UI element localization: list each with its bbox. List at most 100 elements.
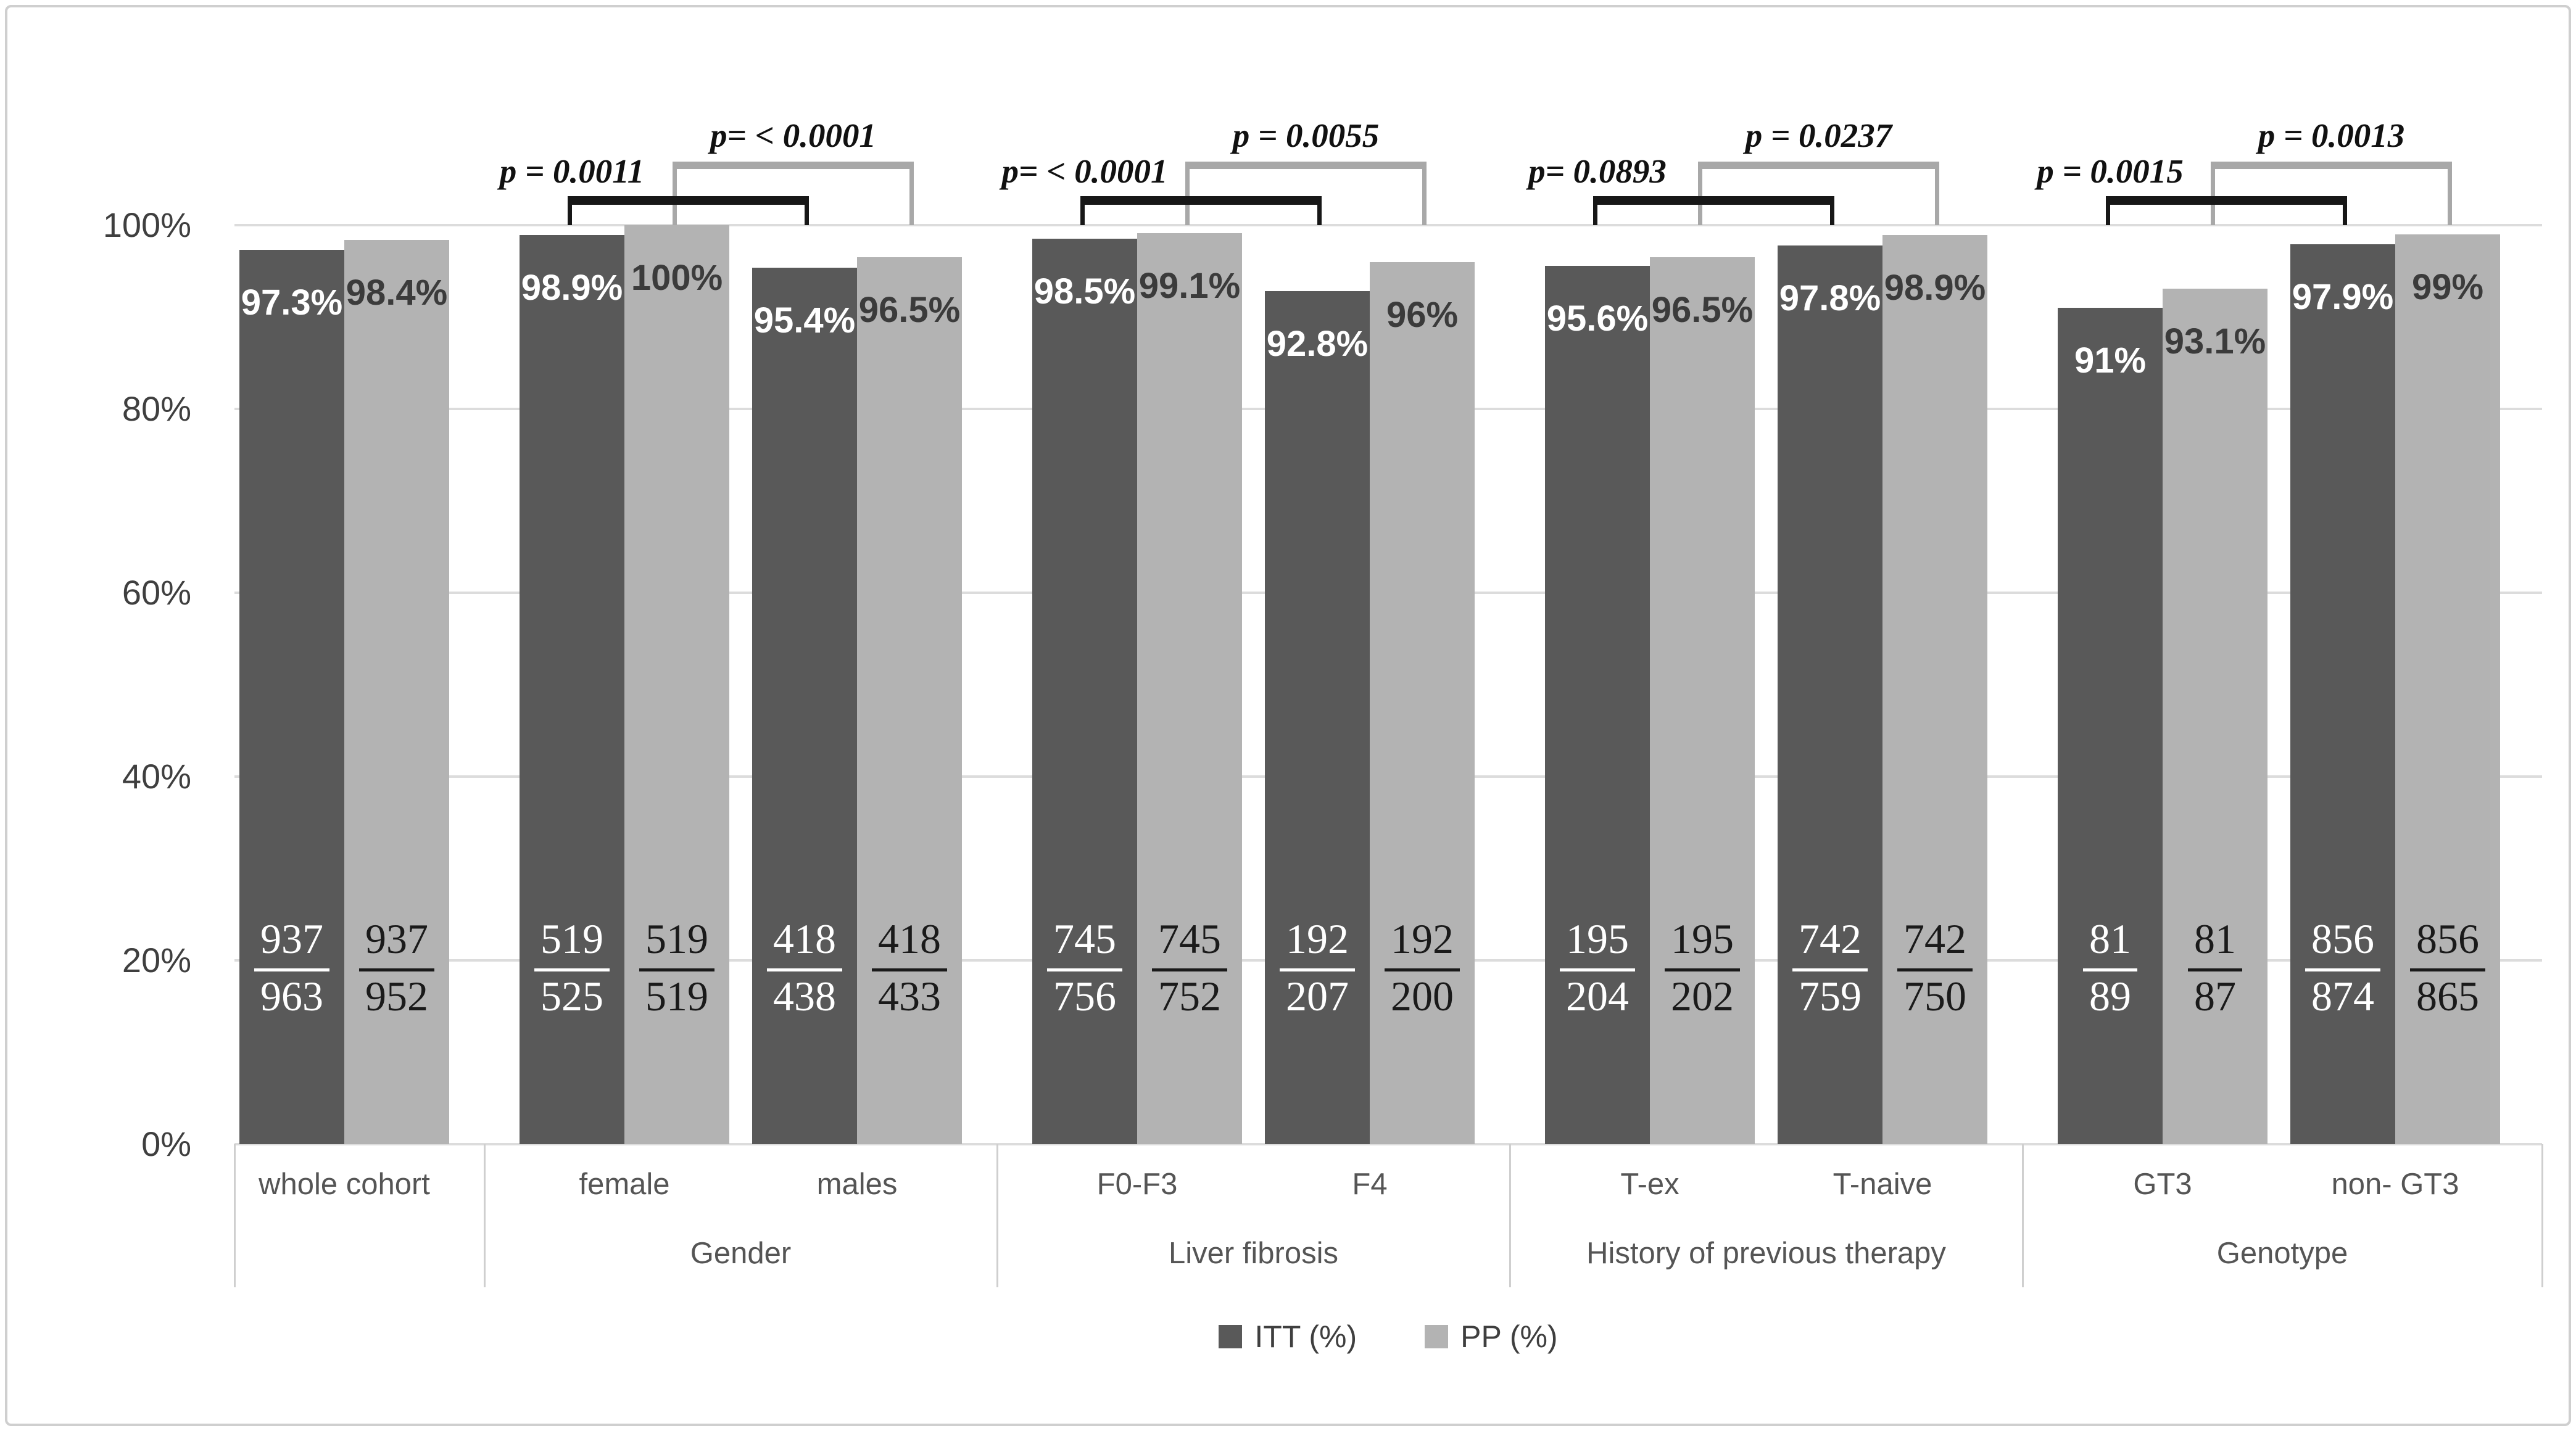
bar-itt-non--GT3: 97.9% 856 874	[2290, 244, 2395, 1144]
gridline-0	[234, 1143, 2542, 1145]
legend-item-pp: PP (%)	[1425, 1319, 1558, 1355]
pvalue-bracket-pp	[1698, 162, 1939, 225]
bar-fraction: 742 759	[1778, 914, 1882, 1021]
category-label: T-ex	[1620, 1168, 1679, 1201]
legend-label-pp: PP (%)	[1460, 1319, 1558, 1354]
pvalue-bracket-pp	[2211, 162, 2452, 225]
bar-fraction: 195 202	[1650, 914, 1755, 1021]
category-label: F4	[1352, 1168, 1388, 1201]
bar-pct-label: 97.9%	[2292, 277, 2394, 318]
pvalue-bracket-pp	[673, 162, 914, 225]
bar-pct-label: 93.1%	[2164, 321, 2266, 361]
bar-fraction: 418 438	[752, 914, 857, 1021]
category-label: female	[579, 1168, 670, 1201]
bar-pp-T-ex: 96.5% 195 202	[1650, 257, 1755, 1144]
pvalue-label-itt: p= 0.0893	[1528, 152, 1667, 190]
y-axis-label: 100%	[102, 205, 191, 244]
category-label: F0-F3	[1096, 1168, 1178, 1201]
bar-fraction: 81 89	[2058, 914, 2163, 1021]
category-label: whole cohort	[259, 1168, 430, 1201]
bar-fraction: 519 525	[520, 914, 624, 1021]
bar-pct-label: 92.8%	[1266, 324, 1369, 365]
itt-swatch-icon	[1219, 1325, 1243, 1348]
group-label: Genotype	[2216, 1237, 2348, 1270]
bar-pct-label: 96%	[1386, 294, 1459, 335]
bar-fraction: 745 756	[1032, 914, 1137, 1021]
group-divider	[996, 1144, 998, 1287]
group-divider	[234, 1144, 236, 1287]
pvalue-bracket-itt	[1593, 196, 1834, 225]
bar-pct-label: 97.3%	[241, 282, 343, 323]
pvalue-label-pp: p = 0.0237	[1745, 117, 1892, 154]
bar-fraction: 937 952	[344, 914, 449, 1021]
bar-fraction: 856 874	[2290, 914, 2395, 1021]
bar-itt-males: 95.4% 418 438	[752, 267, 857, 1144]
y-axis-label: 80%	[122, 389, 191, 428]
pp-swatch-icon	[1425, 1325, 1449, 1348]
group-divider	[484, 1144, 486, 1287]
category-label: GT3	[2133, 1168, 2192, 1201]
bar-pct-label: 99%	[2411, 266, 2484, 307]
bar-fraction: 519 519	[624, 914, 729, 1021]
bar-fraction: 195 204	[1545, 914, 1650, 1021]
bar-fraction: 192 200	[1370, 914, 1475, 1021]
bar-itt-whole-cohort: 97.3% 937 963	[239, 250, 344, 1144]
bar-fraction: 937 963	[239, 914, 344, 1021]
y-axis-label: 20%	[122, 941, 191, 979]
bar-pct-label: 91%	[2074, 340, 2147, 381]
pvalue-bracket-pp	[1185, 162, 1427, 225]
bar-pct-label: 100%	[631, 258, 723, 298]
legend: ITT (%) PP (%)	[234, 1319, 2542, 1355]
group-divider	[1509, 1144, 1511, 1287]
bar-pp-whole-cohort: 98.4% 937 952	[344, 239, 449, 1144]
bar-itt-F4: 92.8% 192 207	[1265, 291, 1370, 1144]
bar-itt-T-ex: 95.6% 195 204	[1545, 265, 1650, 1144]
group-label: Liver fibrosis	[1168, 1237, 1339, 1270]
bar-pp-GT3: 93.1% 81 87	[2163, 288, 2267, 1144]
group-divider	[2541, 1144, 2543, 1287]
bar-fraction: 742 750	[1882, 914, 1987, 1021]
pvalue-bracket-itt	[2106, 196, 2347, 225]
bar-pct-label: 96.5%	[1651, 290, 1754, 331]
bar-pct-label: 98.4%	[346, 272, 448, 313]
pvalue-bracket-itt	[568, 196, 809, 225]
pvalue-label-itt: p= < 0.0001	[1001, 152, 1168, 190]
bar-pct-label: 97.8%	[1779, 278, 1881, 318]
bar-pct-label: 98.5%	[1033, 271, 1136, 312]
bar-pp-female: 100% 519 519	[624, 225, 729, 1144]
pvalue-bracket-itt	[1080, 196, 1322, 225]
category-label: males	[816, 1168, 898, 1201]
bar-pct-label: 95.6%	[1546, 298, 1649, 339]
pvalue-label-itt: p = 0.0015	[2037, 152, 2184, 190]
bar-itt-female: 98.9% 519 525	[520, 235, 624, 1144]
category-label: non- GT3	[2331, 1168, 2459, 1201]
category-label: T-naive	[1833, 1168, 1932, 1201]
bar-pct-label: 96.5%	[858, 290, 961, 331]
bar-fraction: 856 865	[2395, 914, 2500, 1021]
bar-fraction: 418 433	[857, 914, 962, 1021]
pvalue-label-pp: p = 0.0055	[1232, 117, 1380, 154]
legend-item-itt: ITT (%)	[1219, 1319, 1357, 1355]
bar-itt-T-naive: 97.8% 742 759	[1778, 245, 1882, 1144]
bar-itt-GT3: 91% 81 89	[2058, 308, 2163, 1144]
group-label: Gender	[690, 1237, 792, 1270]
y-axis-label: 40%	[122, 757, 191, 796]
bar-pp-non--GT3: 99% 856 865	[2395, 234, 2500, 1144]
bar-fraction: 81 87	[2163, 914, 2267, 1021]
bar-pp-F0-F3: 99.1% 745 752	[1137, 233, 1242, 1144]
legend-label-itt: ITT (%)	[1254, 1319, 1357, 1354]
gridline-100	[234, 224, 2542, 226]
pvalue-label-pp: p= < 0.0001	[710, 117, 876, 154]
bar-pp-F4: 96% 192 200	[1370, 262, 1475, 1144]
bar-pp-males: 96.5% 418 433	[857, 257, 962, 1144]
chart-frame	[5, 5, 2571, 1426]
y-axis-label: 0%	[141, 1124, 191, 1163]
bar-fraction: 192 207	[1265, 914, 1370, 1021]
bar-pct-label: 99.1%	[1138, 266, 1241, 307]
bar-fraction: 745 752	[1137, 914, 1242, 1021]
bar-itt-F0-F3: 98.5% 745 756	[1032, 239, 1137, 1144]
group-divider	[2022, 1144, 2024, 1287]
bar-pct-label: 95.4%	[753, 300, 856, 340]
bar-pp-T-naive: 98.9% 742 750	[1882, 235, 1987, 1144]
